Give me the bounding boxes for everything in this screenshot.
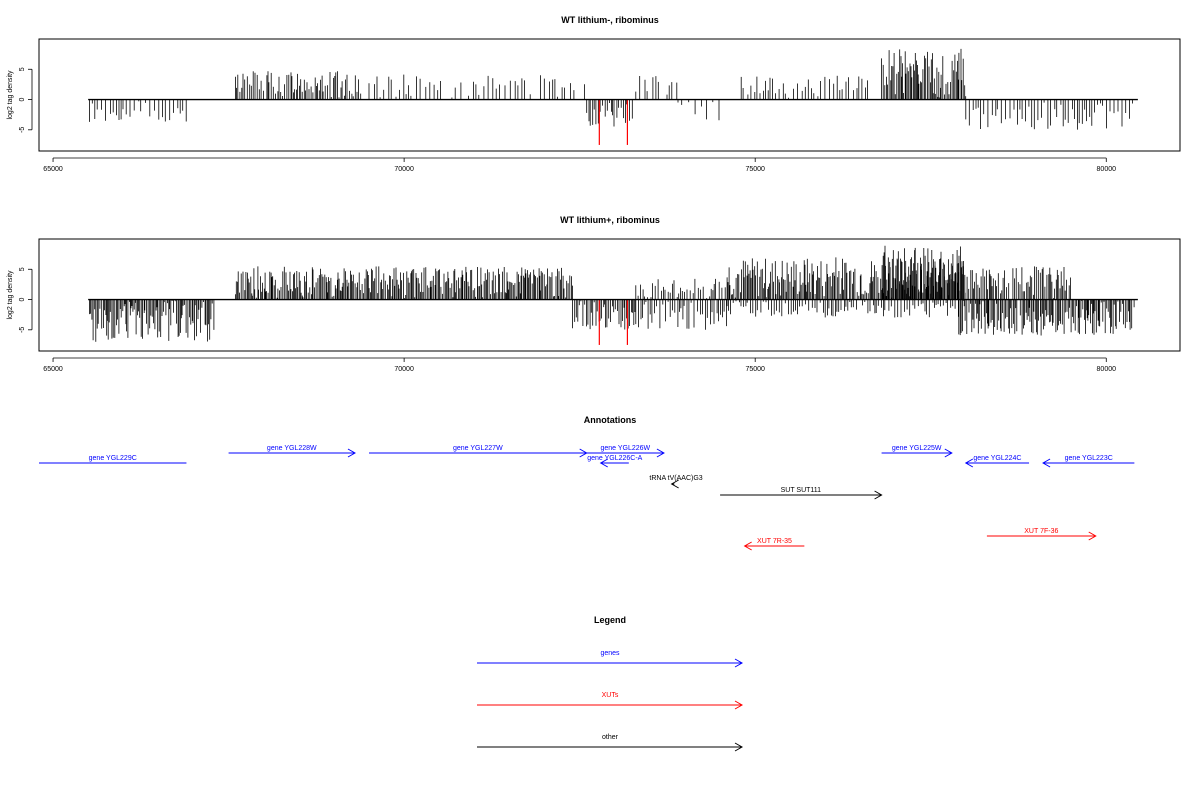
annotation-feature: gene YGL223C [1042, 455, 1135, 468]
axes-layer: -5 0 5 65000 70000 75000 80000 [19, 267, 1116, 373]
legend-title: Legend [594, 615, 626, 625]
panel-title: WT lithium-, ribominus [561, 15, 659, 25]
y-axis-label: log2 tag density [7, 70, 14, 120]
arrowhead [964, 458, 974, 468]
y-tick-label: 0 [19, 297, 26, 301]
bar-layer [88, 48, 1138, 145]
legend-items: genes XUTs other [477, 650, 744, 752]
arrowhead [743, 541, 752, 551]
legend-panel: Legend genes XUTs other [477, 615, 744, 752]
y-axis-label: log2 tag density [7, 270, 14, 320]
legend-item: XUTs [477, 692, 744, 710]
feature-label: SUT SUT111 [781, 487, 822, 494]
y-tick-label: -5 [19, 127, 26, 133]
arrowhead [656, 448, 665, 458]
annotation-feature: gene YGL225W [881, 445, 953, 458]
annotation-feature: SUT SUT111 [720, 487, 883, 500]
feature-label: gene YGL226C-A [587, 455, 642, 462]
feature-label: XUT 7R-35 [757, 538, 792, 545]
feature-label: gene YGL225W [892, 445, 942, 452]
feature-label: gene YGL228W [267, 445, 317, 452]
legend-item: genes [477, 650, 744, 668]
x-tick-label: 75000 [745, 366, 765, 373]
arrowhead [1042, 458, 1051, 468]
feature-label: gene YGL229C [89, 455, 137, 462]
arrowhead [734, 700, 744, 710]
feature-label: XUT 7F-36 [1024, 528, 1058, 535]
bar-layer [88, 245, 1138, 345]
legend-item: other [477, 734, 744, 752]
legend-label: XUTs [602, 692, 619, 699]
legend-label: other [602, 734, 619, 741]
annotation-feature: gene YGL228W [228, 445, 356, 458]
y-tick-label: 5 [19, 67, 26, 71]
annotation-feature: gene YGL224C [964, 455, 1030, 468]
annotation-feature: gene YGL229C [39, 455, 187, 464]
arrowhead [599, 458, 608, 468]
annotation-feature: XUT 7R-35 [743, 538, 805, 551]
y-tick-label: 5 [19, 267, 26, 271]
track-panel-lithium-plus: WT lithium+, ribominus log2 tag density … [7, 215, 1181, 373]
feature-label: gene YGL226W [600, 445, 650, 452]
plot-frame [38, 38, 1181, 152]
feature-label: gene YGL227W [453, 445, 503, 452]
x-tick-label: 80000 [1097, 166, 1117, 173]
x-tick-label: 70000 [394, 166, 414, 173]
x-tick-label: 70000 [394, 366, 414, 373]
annotation-feature: gene YGL226W [586, 445, 665, 458]
arrowhead [670, 479, 679, 489]
annotation-feature: gene YGL227W [369, 445, 588, 458]
arrowhead [874, 490, 883, 500]
panel-title: WT lithium+, ribominus [560, 215, 660, 225]
y-tick-label: -5 [19, 327, 26, 333]
x-tick-label: 65000 [43, 366, 63, 373]
axes-layer: -5 0 5 65000 70000 75000 80000 [19, 67, 1116, 173]
x-tick-label: 80000 [1097, 366, 1117, 373]
annotation-feature: XUT 7F-36 [986, 528, 1097, 541]
x-tick-label: 65000 [43, 166, 63, 173]
annotation-feature: gene YGL226C-A [587, 455, 643, 468]
feature-label: gene YGL224C [973, 455, 1021, 462]
legend-label: genes [600, 650, 620, 657]
annotation-features: gene YGL229C gene YGL228W gene YGL227W gene… [39, 445, 1135, 551]
annotations-title: Annotations [584, 415, 637, 425]
x-tick-label: 75000 [745, 166, 765, 173]
arrowhead [347, 448, 356, 458]
arrowhead [734, 658, 744, 668]
feature-label: tRNA tV(AAC)G3 [649, 475, 702, 482]
y-tick-label: 0 [19, 97, 26, 101]
plot-frame [38, 238, 1181, 352]
arrowhead [944, 448, 953, 458]
annotation-feature: tRNA tV(AAC)G3 [649, 475, 703, 489]
arrowhead [734, 742, 744, 752]
feature-label: gene YGL223C [1065, 455, 1113, 462]
track-panel-lithium-minus: WT lithium-, ribominus log2 tag density … [7, 15, 1181, 173]
arrowhead [1088, 531, 1097, 541]
